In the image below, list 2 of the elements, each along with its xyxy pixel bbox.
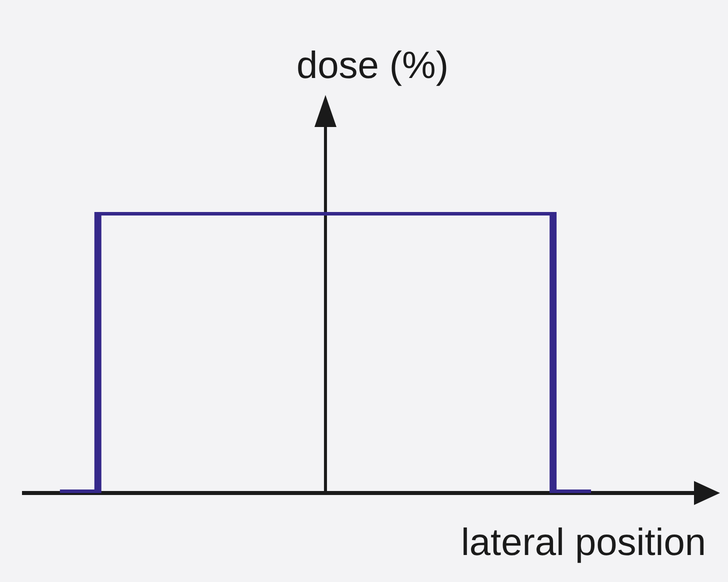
y-axis-title: dose (%) [296, 45, 449, 87]
x-axis-title: lateral position [460, 522, 706, 564]
